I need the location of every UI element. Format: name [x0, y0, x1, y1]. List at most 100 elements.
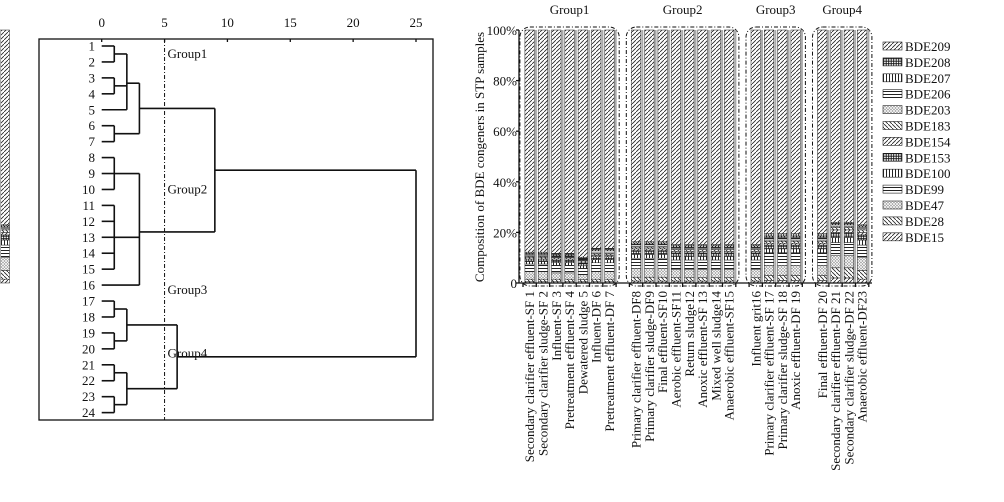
- category-label: Aerobic effluent-SF11: [668, 291, 683, 408]
- bar-segment-bde154: [817, 243, 828, 246]
- bar-segment-bde153: [524, 258, 535, 262]
- bar-segment-bde153: [857, 234, 868, 241]
- bar-segment-bde47: [777, 265, 788, 276]
- bar-segment-bde209: [830, 29, 841, 223]
- bar-segment-bde154: [857, 232, 868, 236]
- bar: [644, 29, 655, 284]
- bar-segment-bde100: [777, 248, 788, 253]
- bar: [591, 29, 602, 284]
- bar: [657, 29, 668, 284]
- bar-segment-bde153: [657, 250, 668, 255]
- category-label: Mixed well sludge14: [708, 291, 723, 401]
- leaf-label: 18: [82, 309, 95, 324]
- bar-segment-bde153: [830, 232, 841, 238]
- bar-segment-bde153: [604, 256, 615, 260]
- legend-swatch: [882, 89, 903, 98]
- bar-segment-bde100: [710, 256, 721, 261]
- bar-segment-bde99: [564, 265, 575, 274]
- leaf-label: 21: [82, 357, 95, 372]
- bar-segment-bde208: [817, 233, 828, 237]
- bar-segment-bde209: [684, 29, 695, 245]
- leaf-label: 23: [82, 389, 95, 404]
- bar-segment-bde47: [657, 268, 668, 278]
- bar-segment-bde100: [817, 248, 828, 253]
- bar-segment-bde47: [551, 272, 562, 280]
- category-label: Influent grit16: [748, 291, 763, 367]
- bar-segment-bde154: [644, 248, 655, 251]
- x-tick-label: 5: [161, 15, 168, 30]
- bar-segment-bde183: [684, 249, 695, 252]
- leaf-label: 12: [82, 214, 95, 229]
- bar-segment-bde28: [551, 278, 562, 282]
- bar-segment-bde183: [670, 249, 681, 252]
- bar-segment-bde99: [830, 242, 841, 256]
- legend-item: BDE183: [882, 119, 951, 134]
- bar-segment-bde28: [670, 277, 681, 282]
- bar: [524, 29, 535, 284]
- bar-segment-bde183: [843, 227, 854, 231]
- category-label: Return sludge12: [682, 291, 697, 377]
- bar-segment-bde100: [564, 262, 575, 266]
- bar-segment-bde153: [750, 252, 761, 257]
- bar-segment-bde209: [577, 29, 588, 258]
- bar-segment-bde99: [670, 259, 681, 270]
- leaf-label: 8: [89, 150, 96, 165]
- bar-segment-bde28: [843, 267, 854, 279]
- bar-segment-bde209: [817, 29, 828, 234]
- bar-segment-bde99: [524, 263, 535, 272]
- bar-segment-bde15: [830, 277, 841, 284]
- bar-segment-bde28: [790, 275, 801, 281]
- y-axis-title: Composition of BDE congeners in STP samp…: [472, 32, 487, 282]
- bar-segment-bde100: [843, 237, 854, 243]
- bar-segment-bde153: [843, 232, 854, 238]
- bar: [843, 29, 854, 284]
- group-title: Group2: [663, 2, 703, 17]
- bar-segment-bde99: [790, 252, 801, 266]
- bar: [764, 29, 775, 284]
- bar-segment-bde28: [577, 279, 588, 282]
- leaf-label: 5: [89, 102, 96, 117]
- bar-segment-bde100: [604, 259, 615, 264]
- bar-segment-bde206: [591, 250, 602, 254]
- bar-segment-bde183: [830, 227, 841, 231]
- bar-segment-bde99: [657, 257, 668, 269]
- leaf-label: 3: [89, 70, 96, 85]
- group-box: [519, 26, 620, 287]
- leaf-label: 13: [82, 230, 95, 245]
- category-label: Primary clarifier sludge-SF 18: [775, 291, 790, 450]
- category-label: Anoxic effluent-DF 19: [788, 291, 803, 410]
- bar: [777, 29, 788, 284]
- legend-swatch: [882, 121, 903, 130]
- category-label: Secondary clarifier sludge-DF 22: [841, 291, 856, 465]
- bar-segment-bde28: [724, 277, 735, 282]
- bar-segment-bde183: [631, 246, 642, 250]
- bar-segment-bde47: [670, 269, 681, 278]
- bar-segment-bde209: [564, 29, 575, 254]
- bar-segment-bde100: [0, 239, 10, 246]
- stacked-bar-chart: Group1 Group2 Group3 Group4 Secondary clarif…: [0, 0, 951, 471]
- bar-segment-bde100: [724, 256, 735, 261]
- bar-segment-bde28: [657, 276, 668, 282]
- bar-segment-bde15: [0, 278, 10, 284]
- bar-segment-bde100: [644, 254, 655, 259]
- bar-segment-bde209: [710, 29, 721, 245]
- bar-segment-bde209: [644, 29, 655, 243]
- bar-segment-bde206: [817, 237, 828, 241]
- bar-segment-bde100: [764, 248, 775, 253]
- legend-swatch: [882, 216, 903, 226]
- bar-segment-bde154: [764, 243, 775, 246]
- bar: [750, 29, 761, 284]
- y-tick-label: 80%: [493, 74, 517, 89]
- bar-segment-bde99: [0, 244, 10, 258]
- legend-label: BDE100: [905, 166, 951, 181]
- bar-segment-bde28: [817, 275, 828, 281]
- group-title: Group3: [756, 2, 796, 17]
- leaf-label: 17: [82, 294, 96, 309]
- bar: [537, 29, 548, 284]
- group-label: Group1: [168, 46, 208, 61]
- bar-segment-bde28: [764, 275, 775, 281]
- bar-segment-bde209: [843, 29, 854, 223]
- legend-swatch: [882, 41, 903, 51]
- category-label: Anoxic effluent-SF 13: [695, 291, 710, 408]
